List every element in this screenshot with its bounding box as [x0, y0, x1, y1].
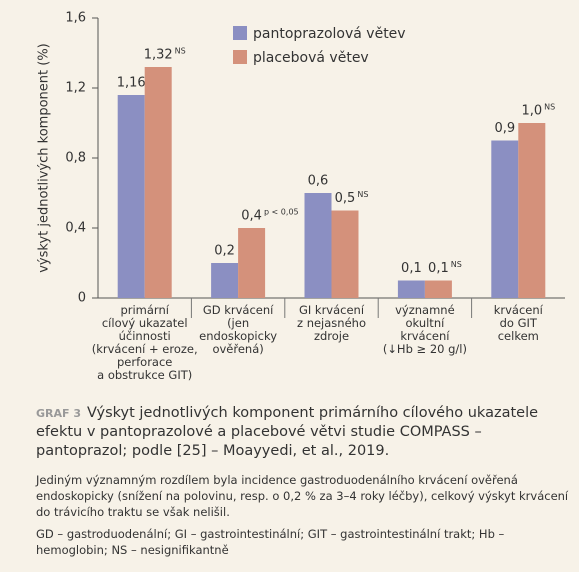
- y-tick-label: 0: [78, 291, 86, 306]
- value-note: NS: [544, 103, 555, 112]
- bar: [397, 280, 425, 298]
- bar: [491, 140, 519, 298]
- legend-swatch: [233, 26, 247, 40]
- bar: [331, 210, 359, 298]
- value-label: 0,5: [335, 191, 356, 206]
- value-label: 0,9: [494, 121, 515, 136]
- value-label: 0,2: [214, 244, 235, 259]
- legend-swatch: [233, 50, 247, 64]
- caption-title: GRAF 3 Výskyt jednotlivých komponent prim…: [36, 404, 571, 461]
- y-tick-label: 0,4: [65, 221, 86, 236]
- bar: [518, 123, 546, 298]
- y-tick-label: 1,2: [65, 81, 86, 96]
- caption-text: Jediným významným rozdílem byla incidenc…: [36, 473, 569, 519]
- value-note: p < 0,05: [264, 208, 299, 217]
- legend-label: pantoprazolová větev: [253, 26, 406, 42]
- caption-abbreviations: GD – gastroduodenální; GI – gastrointest…: [36, 527, 505, 557]
- caption-label: GRAF 3: [36, 407, 82, 420]
- value-note: NS: [451, 260, 462, 269]
- bar: [117, 95, 145, 298]
- value-note: NS: [175, 47, 186, 56]
- value-label: 1,0: [521, 104, 542, 119]
- chart: výskyt jednotlivých komponent (%) 0 0,4 0,…: [37, 11, 565, 382]
- bar: [238, 228, 266, 298]
- value-label: 0,4: [241, 209, 262, 224]
- bar: [144, 67, 172, 298]
- value-label: 0,1: [401, 261, 422, 276]
- x-tick-label: významné okultní krvácení (↓Hb ≥ 20 g/l): [383, 303, 467, 356]
- x-tick-label: primární cílový ukazatel účinnosti (krvácen…: [92, 303, 198, 382]
- bar: [424, 280, 452, 298]
- y-axis-label: výskyt jednotlivých komponent (%): [37, 43, 52, 273]
- x-tick-label: GI krvácení z nejasného zdroje: [297, 303, 366, 343]
- x-tick-label: krvácení do GIT celkem: [494, 303, 544, 343]
- x-tick-label: GD krvácení (jen endoskopicky ověřená): [199, 303, 277, 356]
- y-tick-label: 0,8: [65, 151, 86, 166]
- value-label: 1,16: [117, 76, 146, 91]
- value-label: 1,32: [144, 48, 173, 63]
- y-tick-label: 1,6: [65, 11, 86, 26]
- legend-label: placebová větev: [253, 50, 369, 66]
- value-label: 0,1: [428, 261, 449, 276]
- bar: [211, 263, 239, 298]
- caption-title-text: Výskyt jednotlivých komponent primárního…: [36, 405, 539, 459]
- value-label: 0,6: [308, 174, 329, 189]
- bar: [304, 193, 332, 298]
- value-note: NS: [357, 190, 368, 199]
